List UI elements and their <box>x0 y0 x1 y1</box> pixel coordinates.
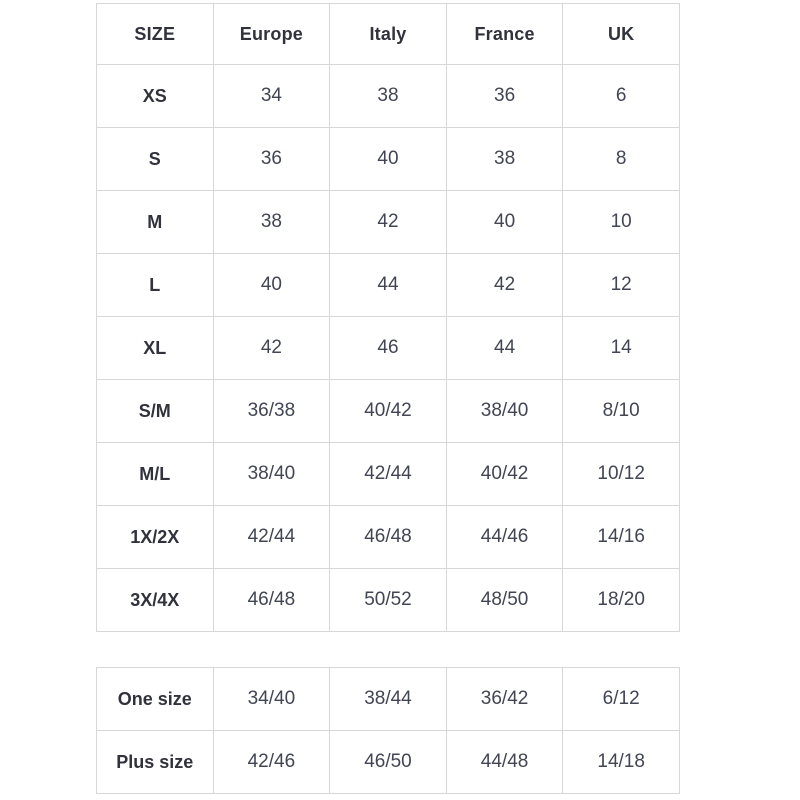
header-europe: Europe <box>212 3 331 65</box>
table-gap <box>96 632 800 667</box>
size-label-cell: M <box>96 190 214 254</box>
europe-value-cell: 36 <box>212 127 331 191</box>
header-size: SIZE <box>96 3 214 65</box>
uk-value-cell: 6/12 <box>562 667 680 731</box>
uk-value-cell: 14 <box>562 316 680 380</box>
table-row: L 40 44 42 12 <box>96 253 680 317</box>
italy-value-cell: 44 <box>329 253 447 317</box>
table-row: 3X/4X 46/48 50/52 48/50 18/20 <box>96 568 680 632</box>
size-label-cell: S/M <box>96 379 214 443</box>
europe-value-cell: 42/46 <box>212 730 331 794</box>
france-value-cell: 40/42 <box>445 442 564 506</box>
header-row: SIZE Europe Italy France UK <box>96 3 680 65</box>
italy-value-cell: 46 <box>329 316 447 380</box>
france-value-cell: 40 <box>445 190 564 254</box>
uk-value-cell: 14/18 <box>562 730 680 794</box>
table-row: XL 42 46 44 14 <box>96 316 680 380</box>
uk-value-cell: 10 <box>562 190 680 254</box>
france-value-cell: 38/40 <box>445 379 564 443</box>
europe-value-cell: 34 <box>212 64 331 128</box>
uk-value-cell: 10/12 <box>562 442 680 506</box>
table-row: M 38 42 40 10 <box>96 190 680 254</box>
size-label-cell: XS <box>96 64 214 128</box>
italy-value-cell: 38 <box>329 64 447 128</box>
italy-value-cell: 40/42 <box>329 379 447 443</box>
table-row: 1X/2X 42/44 46/48 44/46 14/16 <box>96 505 680 569</box>
france-value-cell: 44 <box>445 316 564 380</box>
header-uk: UK <box>562 3 680 65</box>
italy-value-cell: 46/50 <box>329 730 447 794</box>
europe-value-cell: 42 <box>212 316 331 380</box>
europe-value-cell: 34/40 <box>212 667 331 731</box>
france-value-cell: 44/46 <box>445 505 564 569</box>
france-value-cell: 38 <box>445 127 564 191</box>
italy-value-cell: 50/52 <box>329 568 447 632</box>
size-conversion-table: SIZE Europe Italy France UK XS 34 38 36 … <box>96 3 680 632</box>
uk-value-cell: 12 <box>562 253 680 317</box>
size-label-cell: L <box>96 253 214 317</box>
uk-value-cell: 8 <box>562 127 680 191</box>
italy-value-cell: 38/44 <box>329 667 447 731</box>
table-row: S 36 40 38 8 <box>96 127 680 191</box>
table-row: One size 34/40 38/44 36/42 6/12 <box>96 667 680 731</box>
size-label-cell: Plus size <box>96 730 214 794</box>
france-value-cell: 44/48 <box>445 730 564 794</box>
size-label-cell: 3X/4X <box>96 568 214 632</box>
europe-value-cell: 46/48 <box>212 568 331 632</box>
size-label-cell: S <box>96 127 214 191</box>
europe-value-cell: 38 <box>212 190 331 254</box>
uk-value-cell: 14/16 <box>562 505 680 569</box>
size-label-cell: M/L <box>96 442 214 506</box>
france-value-cell: 48/50 <box>445 568 564 632</box>
special-sizes-table: One size 34/40 38/44 36/42 6/12 Plus siz… <box>96 667 680 794</box>
size-label-cell: 1X/2X <box>96 505 214 569</box>
europe-value-cell: 40 <box>212 253 331 317</box>
table-row: S/M 36/38 40/42 38/40 8/10 <box>96 379 680 443</box>
uk-value-cell: 8/10 <box>562 379 680 443</box>
france-value-cell: 36/42 <box>445 667 564 731</box>
italy-value-cell: 46/48 <box>329 505 447 569</box>
table-row: XS 34 38 36 6 <box>96 64 680 128</box>
italy-value-cell: 42/44 <box>329 442 447 506</box>
france-value-cell: 42 <box>445 253 564 317</box>
europe-value-cell: 36/38 <box>212 379 331 443</box>
france-value-cell: 36 <box>445 64 564 128</box>
uk-value-cell: 6 <box>562 64 680 128</box>
size-label-cell: XL <box>96 316 214 380</box>
size-label-cell: One size <box>96 667 214 731</box>
europe-value-cell: 38/40 <box>212 442 331 506</box>
uk-value-cell: 18/20 <box>562 568 680 632</box>
header-italy: Italy <box>329 3 447 65</box>
italy-value-cell: 40 <box>329 127 447 191</box>
italy-value-cell: 42 <box>329 190 447 254</box>
header-france: France <box>445 3 564 65</box>
table-row: Plus size 42/46 46/50 44/48 14/18 <box>96 730 680 794</box>
table-row: M/L 38/40 42/44 40/42 10/12 <box>96 442 680 506</box>
europe-value-cell: 42/44 <box>212 505 331 569</box>
